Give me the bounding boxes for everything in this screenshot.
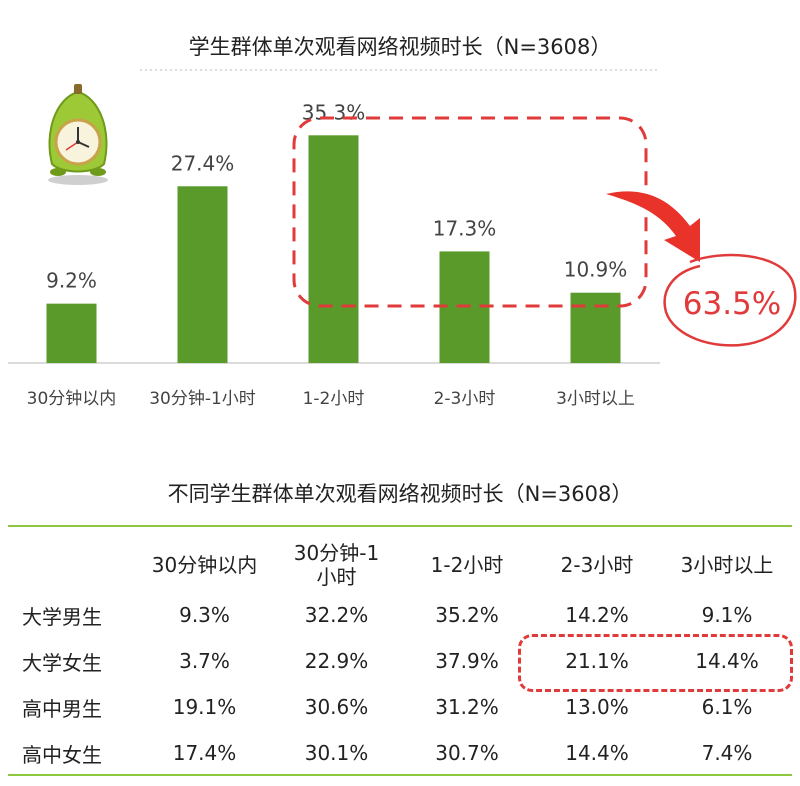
row-label: 大学男生 bbox=[22, 604, 102, 629]
row-label: 高中男生 bbox=[22, 696, 102, 721]
table-cell: 30.7% bbox=[435, 741, 499, 765]
row-label: 大学女生 bbox=[22, 650, 102, 675]
x-tick-label: 1-2小时 bbox=[303, 389, 365, 409]
table-cell: 14.4% bbox=[565, 741, 629, 765]
x-tick-label: 2-3小时 bbox=[434, 389, 496, 409]
header-corner bbox=[8, 538, 138, 592]
table-cell: 17.4% bbox=[172, 741, 237, 765]
bars-group bbox=[46, 135, 621, 363]
table-cell: 31.2% bbox=[435, 695, 499, 719]
table-cell: 35.2% bbox=[435, 603, 499, 627]
x-tick-label: 30分钟以内 bbox=[27, 389, 117, 409]
x-tick-label: 30分钟-1小时 bbox=[149, 389, 256, 409]
table-cell: 21.1% bbox=[565, 649, 629, 673]
column-header: 30分钟以内 bbox=[151, 553, 258, 577]
table-row: 高中男生 19.1% 30.6% 31.2% 13.0% 6.1% bbox=[8, 684, 792, 730]
bar-value-label: 27.4% bbox=[171, 151, 235, 175]
table-cell: 19.1% bbox=[172, 695, 237, 719]
clock-icon bbox=[48, 84, 108, 185]
column-header: 3小时以上 bbox=[680, 553, 774, 577]
column-header: 2-3小时 bbox=[560, 553, 634, 577]
value-labels: 9.2% 27.4% 35.3% 17.3% 10.9% bbox=[46, 100, 627, 292]
table-row: 大学男生 9.3% 32.2% 35.2% 14.2% 9.1% bbox=[8, 592, 792, 638]
table-title: 不同学生群体单次观看网络视频时长（N=3608） bbox=[167, 482, 633, 506]
bar-value-label: 35.3% bbox=[302, 100, 366, 124]
table-cell: 9.1% bbox=[701, 603, 753, 627]
table-cell: 14.2% bbox=[565, 603, 629, 627]
data-table: 30分钟以内 30分钟-1小时 1-2小时 2-3小时 3小时以上 大学男生 9… bbox=[8, 538, 792, 776]
bar bbox=[570, 292, 621, 363]
x-tick-label: 3小时以上 bbox=[556, 389, 635, 409]
bar bbox=[46, 303, 97, 363]
column-header: 1-2小时 bbox=[430, 553, 504, 577]
table-cell: 30.6% bbox=[304, 695, 369, 719]
table-highlight-box bbox=[518, 634, 793, 692]
annotation-arrow bbox=[606, 191, 700, 262]
bar bbox=[308, 135, 359, 363]
row-label: 高中女生 bbox=[22, 742, 102, 767]
table-row: 大学女生 3.7% 22.9% 37.9% 21.1% 14.4% bbox=[8, 638, 792, 684]
annotation-value: 63.5% bbox=[683, 286, 781, 322]
bar-value-label: 9.2% bbox=[46, 269, 97, 293]
highlight-box bbox=[292, 116, 648, 308]
table-cell: 3.7% bbox=[179, 649, 230, 673]
table-header-row: 30分钟以内 30分钟-1小时 1-2小时 2-3小时 3小时以上 bbox=[8, 538, 792, 592]
table-cell: 6.1% bbox=[701, 695, 753, 719]
table-cell: 30.1% bbox=[304, 741, 369, 765]
table-cell: 9.3% bbox=[179, 603, 230, 627]
bar bbox=[177, 186, 228, 363]
table-cell: 22.9% bbox=[304, 649, 369, 673]
bar-chart: 学生群体单次观看网络视频时长（N=3608） 30分钟以内 30分钟-1小时 1-2… bbox=[8, 35, 797, 409]
table-cell: 32.2% bbox=[304, 603, 369, 627]
table-cell: 7.4% bbox=[701, 741, 753, 765]
bar-value-label: 17.3% bbox=[433, 216, 497, 240]
table-cell: 13.0% bbox=[565, 695, 629, 719]
chart-title: 学生群体单次观看网络视频时长（N=3608） bbox=[189, 35, 612, 59]
table-bottom-rule bbox=[8, 774, 792, 776]
table-cell: 37.9% bbox=[435, 649, 499, 673]
table-top-rule bbox=[8, 525, 792, 527]
annotation-circle bbox=[663, 253, 797, 347]
bar-value-label: 10.9% bbox=[564, 258, 628, 282]
table-row: 高中女生 17.4% 30.1% 30.7% 14.4% 7.4% bbox=[8, 730, 792, 776]
x-tick-labels: 30分钟以内 30分钟-1小时 1-2小时 2-3小时 3小时以上 bbox=[27, 389, 635, 409]
table-cell: 14.4% bbox=[695, 649, 759, 673]
column-header: 30分钟-1小时 bbox=[293, 541, 380, 589]
